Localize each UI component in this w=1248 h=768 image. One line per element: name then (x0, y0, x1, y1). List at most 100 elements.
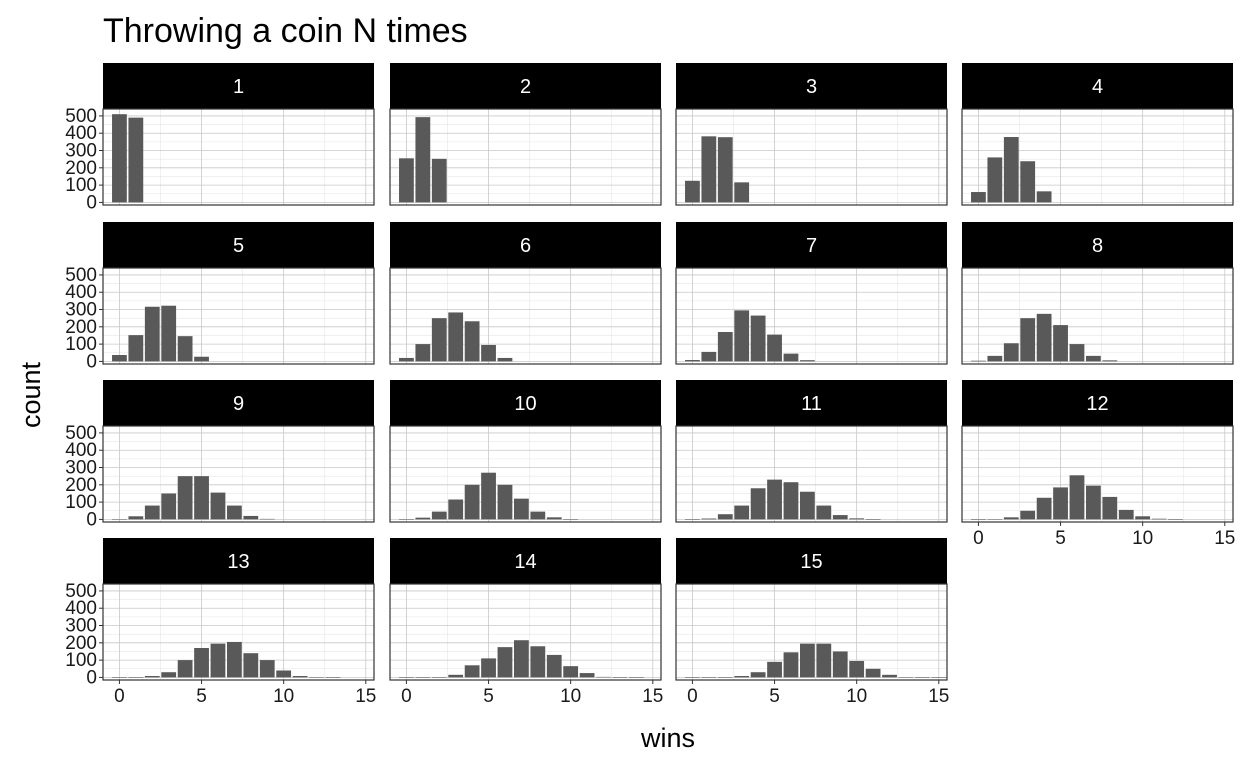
bar (1168, 519, 1183, 520)
x-tick-label: 15 (928, 686, 949, 707)
panel-border (961, 267, 1234, 365)
facet-strip-label: 12 (1086, 393, 1108, 415)
facet-panel-7: 7 (675, 222, 948, 365)
facet-panel-12: 12 0 5 10 15 (961, 380, 1235, 549)
y-tick-label: 200 (65, 317, 97, 338)
panel-border (961, 425, 1234, 523)
bar (865, 668, 881, 678)
bar (1069, 475, 1085, 520)
panel-background (676, 268, 947, 364)
bar (448, 499, 464, 520)
panel-border (102, 267, 375, 365)
bar (497, 647, 513, 678)
bar (849, 660, 865, 678)
y-tick-label: 0 (86, 667, 97, 688)
bar (1036, 497, 1052, 520)
bar (243, 515, 259, 520)
x-tick-label: 10 (1132, 528, 1153, 549)
bar (227, 641, 242, 678)
facet-strip (103, 222, 374, 268)
facet-strip (962, 380, 1233, 426)
bar (431, 677, 447, 678)
bar (1020, 318, 1036, 362)
bar (399, 158, 414, 203)
bar (701, 518, 717, 520)
facet-panel-15: 15 0 5 10 15 (675, 538, 949, 707)
bar (1003, 137, 1019, 203)
bar (431, 318, 447, 362)
bar (112, 519, 127, 520)
bar (717, 137, 733, 203)
bar (399, 519, 414, 520)
bar (685, 180, 700, 203)
bar (987, 157, 1003, 203)
bar (399, 357, 414, 362)
bar (882, 674, 897, 678)
bar (194, 476, 209, 520)
panel-border (389, 267, 662, 365)
panel-border (675, 425, 948, 523)
bar (628, 677, 644, 678)
bar (481, 472, 496, 520)
bar (530, 511, 546, 520)
x-axis-title: wins (640, 723, 695, 753)
bar (767, 334, 782, 362)
y-tick-label: 400 (65, 282, 97, 303)
bar (177, 660, 193, 678)
y-tick-label: 300 (65, 616, 97, 637)
bar (734, 505, 750, 520)
bar (464, 321, 480, 362)
bar (563, 666, 579, 678)
facet-panel-2: 2 (389, 63, 662, 206)
panel-border (102, 583, 375, 681)
bar (530, 646, 546, 678)
bar (783, 482, 799, 520)
y-tick-label: 400 (65, 123, 97, 144)
bar (783, 353, 799, 362)
facet-strip-label: 8 (1092, 235, 1103, 257)
bar (987, 355, 1003, 362)
bar (128, 335, 144, 362)
facet-strip (962, 63, 1233, 109)
bar (1053, 487, 1068, 520)
bar (194, 648, 209, 678)
bar (210, 643, 226, 678)
facet-strip (676, 538, 947, 584)
facet-panel-4: 4 (961, 63, 1234, 206)
y-tick-label: 200 (65, 158, 97, 179)
facet-strip-label: 5 (233, 235, 244, 257)
facet-strip (390, 538, 661, 584)
facet-strip (390, 380, 661, 426)
bar (497, 484, 513, 520)
panel-border (675, 267, 948, 365)
y-tick-label: 0 (86, 192, 97, 213)
bar (448, 674, 464, 678)
y-tick-label: 100 (65, 334, 97, 355)
facet-strip-label: 10 (514, 393, 536, 415)
x-tick-label: 5 (769, 686, 780, 707)
panel-background (103, 109, 374, 205)
panel-border (675, 108, 948, 206)
bar (112, 677, 127, 678)
bar (1118, 509, 1134, 520)
bar (750, 488, 766, 520)
facet-panel-3: 3 (675, 63, 948, 206)
bar (546, 517, 562, 520)
bar (1036, 313, 1052, 362)
panel-border (675, 583, 948, 681)
facet-strip-label: 7 (806, 235, 817, 257)
facet-strip (103, 63, 374, 109)
facet-strip-label: 6 (520, 235, 531, 257)
bar (1003, 517, 1019, 520)
facet-strip (103, 380, 374, 426)
bar (1020, 161, 1036, 203)
facet-strip (390, 63, 661, 109)
y-tick-label: 500 (65, 581, 97, 602)
bar (849, 518, 865, 520)
x-tick-label: 5 (1055, 528, 1066, 549)
bar (243, 653, 259, 678)
bar (734, 310, 750, 362)
bar (800, 491, 815, 520)
